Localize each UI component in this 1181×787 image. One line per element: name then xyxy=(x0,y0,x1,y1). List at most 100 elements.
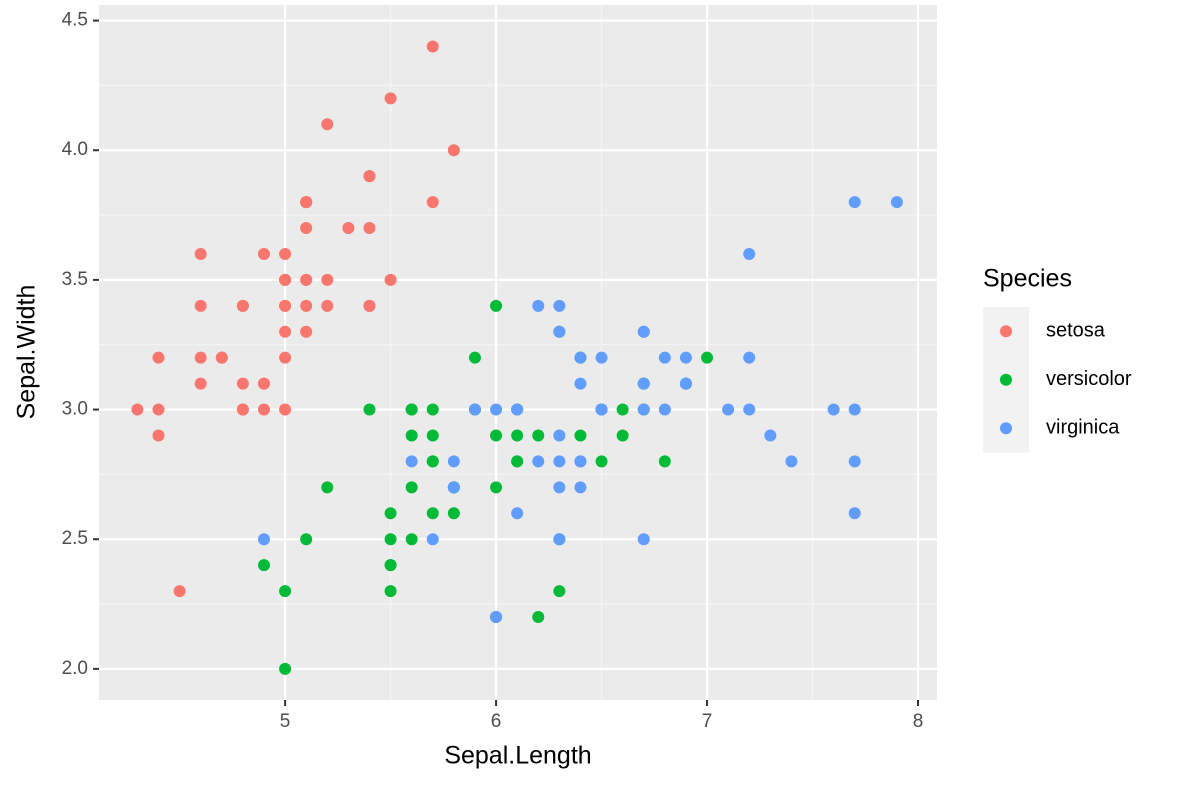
point xyxy=(848,196,861,209)
y-tick-label: 4.0 xyxy=(62,139,88,160)
point xyxy=(384,92,397,105)
point xyxy=(279,403,292,416)
point xyxy=(384,585,397,598)
point xyxy=(300,299,313,312)
point xyxy=(490,299,503,312)
point xyxy=(279,273,292,286)
point xyxy=(490,403,503,416)
point xyxy=(637,533,650,546)
point xyxy=(574,377,587,390)
point xyxy=(574,429,587,442)
point xyxy=(447,144,460,157)
point xyxy=(553,481,566,494)
point xyxy=(384,507,397,520)
point xyxy=(194,377,207,390)
point xyxy=(679,377,692,390)
point xyxy=(363,222,376,235)
point xyxy=(764,429,777,442)
point xyxy=(511,455,524,468)
point xyxy=(553,429,566,442)
point xyxy=(848,455,861,468)
point xyxy=(490,429,503,442)
point xyxy=(279,662,292,675)
point xyxy=(215,351,228,364)
point xyxy=(257,559,270,572)
point xyxy=(257,247,270,260)
point xyxy=(236,299,249,312)
x-tick-label: 5 xyxy=(280,711,291,732)
y-tick-label: 2.0 xyxy=(62,658,88,679)
point xyxy=(447,481,460,494)
point xyxy=(679,351,692,364)
panel xyxy=(99,5,937,700)
point xyxy=(173,585,186,598)
point xyxy=(152,403,165,416)
point xyxy=(553,533,566,546)
point xyxy=(637,325,650,338)
point xyxy=(152,429,165,442)
point xyxy=(658,351,671,364)
point xyxy=(553,585,566,598)
point xyxy=(426,455,439,468)
point xyxy=(468,403,481,416)
y-tick-label: 3.0 xyxy=(62,399,88,420)
point xyxy=(553,455,566,468)
legend-label: versicolor xyxy=(1046,368,1132,390)
point xyxy=(637,377,650,390)
point xyxy=(363,299,376,312)
legend-key xyxy=(1000,422,1012,435)
point xyxy=(279,299,292,312)
point xyxy=(384,273,397,286)
point xyxy=(300,222,313,235)
point xyxy=(426,403,439,416)
point xyxy=(595,403,608,416)
point xyxy=(447,507,460,520)
point xyxy=(658,455,671,468)
point xyxy=(532,455,545,468)
x-tick-label: 7 xyxy=(702,711,713,732)
point xyxy=(637,403,650,416)
point xyxy=(511,507,524,520)
point xyxy=(743,351,756,364)
point xyxy=(279,325,292,338)
point xyxy=(722,403,735,416)
point xyxy=(300,325,313,338)
point xyxy=(342,222,355,235)
point xyxy=(405,429,418,442)
x-tick-label: 8 xyxy=(913,711,924,732)
point xyxy=(426,533,439,546)
point xyxy=(574,481,587,494)
point xyxy=(384,533,397,546)
point xyxy=(511,429,524,442)
point xyxy=(131,403,144,416)
point xyxy=(194,351,207,364)
point xyxy=(321,481,334,494)
y-axis-title: Sepal.Width xyxy=(13,285,41,420)
point xyxy=(553,299,566,312)
y-tick-label: 3.5 xyxy=(62,269,88,290)
point xyxy=(363,170,376,183)
point xyxy=(532,299,545,312)
point xyxy=(194,247,207,260)
y-tick-label: 2.5 xyxy=(62,528,88,549)
point xyxy=(384,559,397,572)
legend-key xyxy=(1000,373,1012,386)
point xyxy=(426,40,439,53)
point xyxy=(553,325,566,338)
point xyxy=(363,403,376,416)
point xyxy=(785,455,798,468)
point xyxy=(447,455,460,468)
x-axis-title: Sepal.Length xyxy=(444,742,591,770)
point xyxy=(848,507,861,520)
point xyxy=(321,299,334,312)
legend-key xyxy=(1000,325,1012,338)
point xyxy=(658,403,671,416)
point xyxy=(616,403,629,416)
point xyxy=(890,196,903,209)
legend-title: Species xyxy=(983,265,1072,293)
point xyxy=(236,403,249,416)
point xyxy=(468,351,481,364)
point xyxy=(279,585,292,598)
point xyxy=(426,196,439,209)
point xyxy=(405,533,418,546)
